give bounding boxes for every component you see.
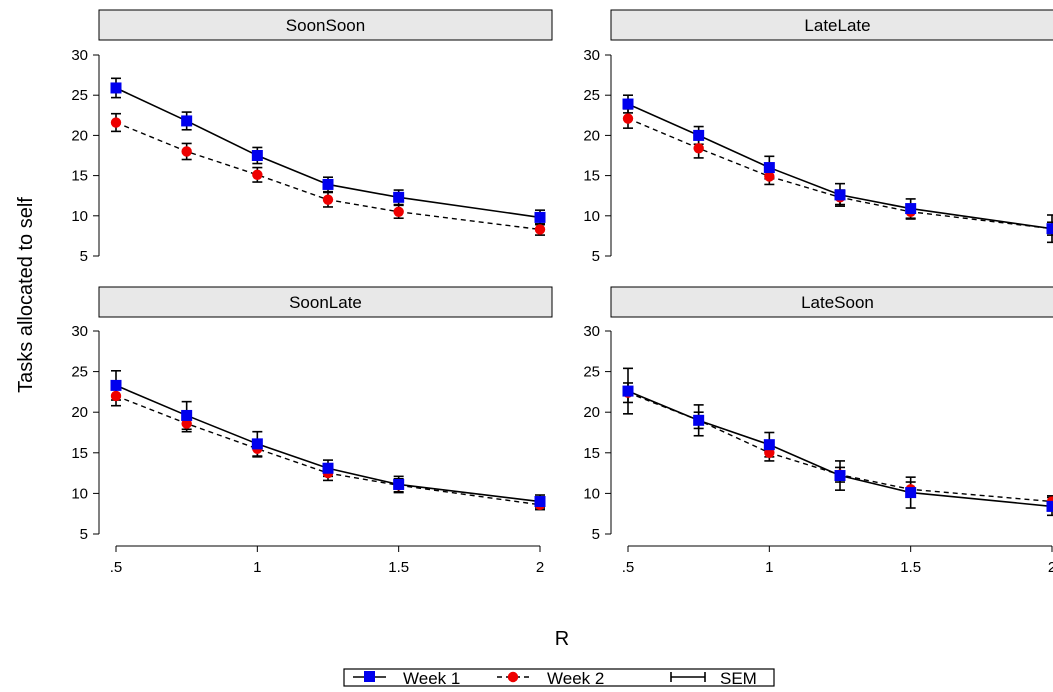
week1-point bbox=[393, 479, 404, 490]
y-tick-label: 30 bbox=[583, 47, 600, 64]
y-tick-label: 25 bbox=[71, 87, 88, 104]
x-tick-label: .5 bbox=[622, 559, 635, 576]
week2-point bbox=[181, 146, 191, 156]
chart-panel: SoonLate 5 10 15 20 25 30 .5 1 1.5 2 bbox=[71, 287, 552, 576]
week1-point bbox=[1047, 501, 1053, 512]
week1-point bbox=[393, 192, 404, 203]
week1-point bbox=[1047, 223, 1053, 234]
y-tick-label: 15 bbox=[583, 445, 600, 462]
y-tick-label: 5 bbox=[592, 248, 600, 265]
week1-point bbox=[693, 130, 704, 141]
week1-point bbox=[181, 115, 192, 126]
week1-point bbox=[623, 99, 634, 110]
week1-point bbox=[693, 415, 704, 426]
week1-point bbox=[323, 179, 334, 190]
x-tick-label: .5 bbox=[110, 559, 123, 576]
y-tick-label: 30 bbox=[71, 47, 88, 64]
chart-panel: LateSoon 5 10 15 20 25 30 .5 1 1.5 2 bbox=[583, 287, 1053, 576]
x-tick-label: 1.5 bbox=[900, 559, 921, 576]
y-axis-title: Tasks allocated to self bbox=[15, 197, 37, 393]
week1-line bbox=[628, 104, 1052, 229]
y-tick-label: 30 bbox=[583, 323, 600, 340]
week1-point bbox=[535, 496, 546, 507]
week1-point bbox=[252, 150, 263, 161]
week1-point bbox=[905, 203, 916, 214]
week2-point bbox=[623, 113, 633, 123]
y-tick-label: 20 bbox=[583, 404, 600, 421]
week2-line bbox=[628, 119, 1052, 229]
week1-point bbox=[905, 487, 916, 498]
x-tick-label: 1.5 bbox=[388, 559, 409, 576]
chart-panel: LateLate 5 10 15 20 25 30 bbox=[583, 10, 1053, 265]
week2-point bbox=[323, 195, 333, 205]
x-tick-label: 1 bbox=[253, 559, 261, 576]
panel-title: LateLate bbox=[804, 16, 870, 35]
week2-point bbox=[111, 117, 121, 127]
chart-panel: SoonSoon 5 10 15 20 25 30 bbox=[71, 10, 552, 265]
week1-point bbox=[764, 439, 775, 450]
week2-line bbox=[116, 123, 540, 230]
week2-point bbox=[693, 143, 703, 153]
week2-point bbox=[111, 391, 121, 401]
y-tick-label: 15 bbox=[71, 445, 88, 462]
x-tick-label: 2 bbox=[536, 559, 544, 576]
y-tick-label: 30 bbox=[71, 323, 88, 340]
week2-point bbox=[535, 224, 545, 234]
legend-label-week1: Week 1 bbox=[403, 669, 460, 687]
y-tick-label: 25 bbox=[71, 364, 88, 381]
y-tick-label: 10 bbox=[71, 208, 88, 225]
y-tick-label: 20 bbox=[71, 127, 88, 144]
legend-label-week2: Week 2 bbox=[547, 669, 604, 687]
week1-point bbox=[181, 410, 192, 421]
y-tick-label: 10 bbox=[71, 485, 88, 502]
week1-point bbox=[111, 380, 122, 391]
x-tick-label: 2 bbox=[1048, 559, 1053, 576]
y-tick-label: 20 bbox=[71, 404, 88, 421]
week1-line bbox=[116, 385, 540, 501]
legend-marker-week1 bbox=[364, 671, 375, 682]
y-tick-label: 25 bbox=[583, 87, 600, 104]
panel-title: SoonLate bbox=[289, 293, 362, 312]
panel-title: LateSoon bbox=[801, 293, 874, 312]
week1-point bbox=[835, 470, 846, 481]
y-tick-label: 20 bbox=[583, 127, 600, 144]
y-tick-label: 10 bbox=[583, 208, 600, 225]
x-tick-label: 1 bbox=[765, 559, 773, 576]
y-tick-label: 15 bbox=[583, 168, 600, 185]
week1-point bbox=[323, 463, 334, 474]
week1-point bbox=[835, 189, 846, 200]
y-tick-label: 25 bbox=[583, 364, 600, 381]
x-axis-title: R bbox=[555, 628, 569, 650]
y-tick-label: 5 bbox=[592, 526, 600, 543]
week2-point bbox=[393, 207, 403, 217]
legend-label-sem: SEM bbox=[720, 669, 757, 687]
week1-point bbox=[764, 162, 775, 173]
y-tick-label: 15 bbox=[71, 168, 88, 185]
week1-point bbox=[535, 212, 546, 223]
y-tick-label: 10 bbox=[583, 485, 600, 502]
y-tick-label: 5 bbox=[80, 248, 88, 265]
panel-title: SoonSoon bbox=[286, 16, 365, 35]
legend: Week 1 Week 2 SEM bbox=[344, 669, 774, 687]
week1-point bbox=[111, 82, 122, 93]
week1-point bbox=[623, 386, 634, 397]
y-tick-label: 5 bbox=[80, 526, 88, 543]
week2-point bbox=[252, 170, 262, 180]
week1-point bbox=[252, 438, 263, 449]
legend-marker-week2 bbox=[508, 672, 518, 682]
